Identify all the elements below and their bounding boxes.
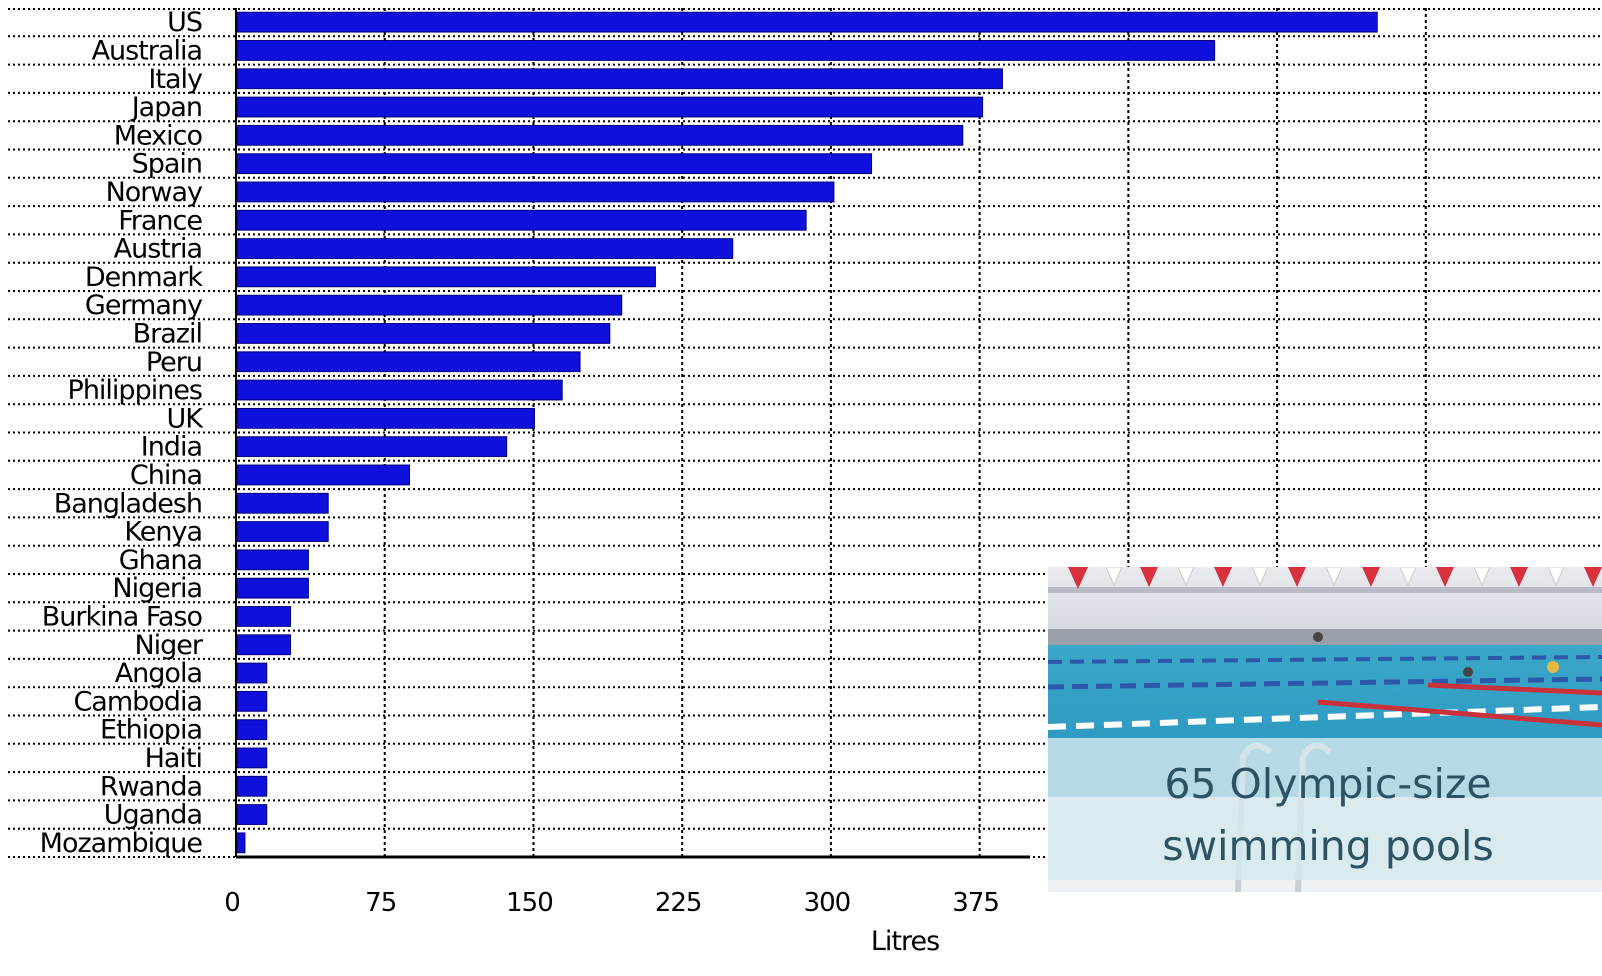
bar-uk <box>236 407 535 429</box>
x-tick-label: 75 <box>365 888 396 918</box>
category-label: Niger <box>134 630 203 661</box>
category-label: US <box>167 7 202 38</box>
category-label: Brazil <box>133 318 202 349</box>
bar-burkina-faso <box>236 606 292 627</box>
bar-nigeria <box>236 577 309 599</box>
bar-peru <box>236 351 581 373</box>
bar-ethiopia <box>236 719 268 741</box>
category-label: Peru <box>146 347 202 378</box>
bar-rwanda <box>236 775 268 797</box>
category-label: Norway <box>106 177 203 208</box>
bar-india <box>236 436 508 458</box>
bar-haiti <box>236 747 268 769</box>
x-tick-label: 300 <box>804 888 851 918</box>
bar-bangladesh <box>236 492 329 514</box>
bar-angola <box>236 662 268 684</box>
bar-spain <box>236 153 873 175</box>
bar-australia <box>236 40 1216 61</box>
category-label: Rwanda <box>100 771 202 802</box>
bar-china <box>236 464 411 486</box>
category-label: China <box>130 460 202 491</box>
category-label: Ghana <box>119 545 202 576</box>
x-axis-title: Litres <box>871 926 939 957</box>
x-tick-label: 0 <box>224 888 240 918</box>
bar-norway <box>236 181 835 203</box>
caption: 65 Olympic-size swimming pools <box>1088 753 1568 877</box>
x-tick-label: 375 <box>952 888 999 918</box>
x-tick-labels: 0 75 150 225 300 375 <box>224 888 1000 918</box>
bar-us <box>236 11 1378 33</box>
category-label: Denmark <box>85 262 203 293</box>
bar-uganda <box>236 804 268 825</box>
category-label: Ethiopia <box>100 715 202 746</box>
category-label: Australia <box>92 35 202 66</box>
bar-denmark <box>236 266 656 288</box>
category-label: Germany <box>85 290 203 321</box>
category-labels: USAustraliaItalyJapanMexicoSpainNorwayFr… <box>40 7 206 859</box>
category-label: Nigeria <box>112 573 202 604</box>
category-label: Italy <box>148 64 203 95</box>
category-label: Uganda <box>104 800 202 831</box>
bar-ghana <box>236 549 309 571</box>
bar-japan <box>236 96 984 118</box>
caption-band <box>1048 738 1602 880</box>
category-label: Angola <box>115 658 202 689</box>
category-label: India <box>141 432 202 463</box>
bar-austria <box>236 238 734 259</box>
category-label: Spain <box>132 149 202 180</box>
category-label: Kenya <box>124 517 202 548</box>
bar-france <box>236 209 807 231</box>
grid-lines <box>8 8 1602 858</box>
bars <box>236 11 1378 854</box>
bar-philippines <box>236 379 563 401</box>
bar-niger <box>236 634 292 656</box>
category-label: Japan <box>130 92 202 123</box>
bar-kenya <box>236 521 329 542</box>
category-label: France <box>118 205 202 236</box>
category-label: UK <box>167 403 205 434</box>
bar-italy <box>236 68 1003 90</box>
category-label: Mozambique <box>40 828 203 859</box>
caption-line-2: swimming pools <box>1162 822 1494 870</box>
bar-brazil <box>236 323 611 344</box>
x-tick-label: 225 <box>655 888 702 918</box>
bar-mozambique <box>236 832 246 854</box>
x-tick-label: 150 <box>506 888 553 918</box>
category-label: Cambodia <box>73 686 202 717</box>
category-label: Philippines <box>68 375 202 406</box>
category-label: Haiti <box>145 743 202 774</box>
bar-germany <box>236 294 623 316</box>
bar-cambodia <box>236 690 268 712</box>
caption-line-1: 65 Olympic-size <box>1164 760 1492 808</box>
bar-mexico <box>236 124 964 146</box>
category-label: Burkina Faso <box>42 601 203 632</box>
category-label: Bangladesh <box>54 488 202 519</box>
swimming-pool-photo-card: 65 Olympic-size swimming pools <box>1048 567 1602 892</box>
category-label: Austria <box>114 234 202 265</box>
category-label: Mexico <box>114 120 203 151</box>
